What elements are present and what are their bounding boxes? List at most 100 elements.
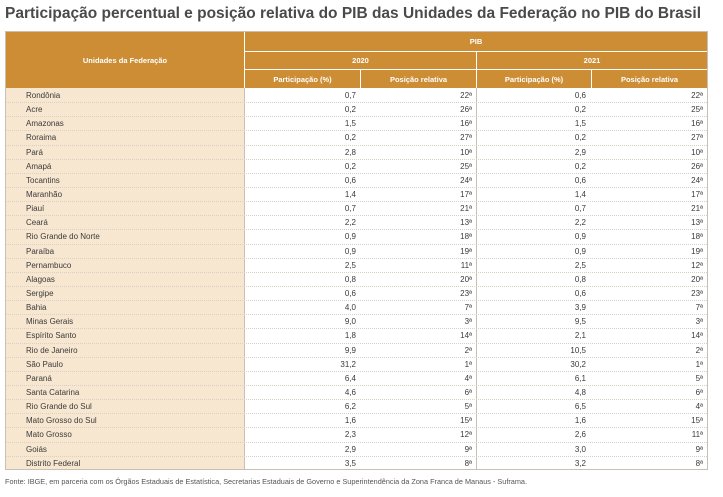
posicao-2021-cell: 3ª [695,317,703,327]
table-row: Piauí 0,7 21ª 0,7 21ª [6,202,707,217]
posicao-2021-cell: 4ª [695,402,703,412]
posicao-2020-cell: 1ª [464,359,472,369]
uf-cell: Rio Grande do Sul [26,402,92,412]
posicao-2021-cell: 12ª [691,260,703,270]
posicao-2020-cell: 5ª [464,402,472,412]
posicao-2021-cell: 24ª [691,175,703,185]
posicao-2020-cell: 4ª [464,373,472,383]
uf-cell: Rondônia [26,91,61,101]
participacao-2021-cell: 0,9 [574,232,586,242]
participacao-2021-cell: 0,2 [574,161,586,171]
participacao-2020-cell: 2,8 [344,147,356,157]
participacao-2021-cell: 1,5 [574,119,586,129]
participacao-2021-cell: 0,7 [574,204,586,214]
posicao-2021-cell: 11ª [691,430,703,440]
posicao-2020-cell: 3ª [464,317,472,327]
posicao-2020-cell: 14ª [460,331,472,341]
posicao-2020-cell: 6ª [464,388,472,398]
posicao-2020-cell: 19ª [460,246,472,256]
participacao-2021-cell: 30,2 [570,359,586,369]
posicao-2021-cell: 18ª [691,232,703,242]
participacao-2021-cell: 2,6 [574,430,586,440]
table-body: Rondônia 0,7 22ª 0,6 22ª Acre 0,2 26ª 0,2 25ª Amaz… [6,89,707,469]
posicao-2020-cell: 22ª [460,91,472,101]
table-row: Mato Grosso do Sul 1,6 15ª 1,6 15ª [6,414,707,429]
participacao-2021-cell: 4,8 [574,388,586,398]
table-row: Rio Grande do Norte 0,9 18ª 0,9 18ª [6,230,707,245]
posicao-2020-cell: 23ª [460,289,472,299]
participacao-2020-cell: 0,7 [344,91,356,101]
participacao-2020-cell: 9,0 [344,317,356,327]
table-row: Roraima 0,2 27ª 0,2 27ª [6,131,707,146]
posicao-2021-cell: 5ª [695,373,703,383]
participacao-2021-cell: 2,2 [574,218,586,228]
column-divider [244,88,245,469]
uf-cell: Ceará [26,218,48,228]
participacao-2020-cell: 2,9 [344,444,356,454]
participacao-2021-cell: 0,8 [574,274,586,284]
posicao-2020-cell: 21ª [460,204,472,214]
table-row: Pernambuco 2,5 11ª 2,5 12ª [6,259,707,273]
posicao-2020-cell: 10ª [460,147,472,157]
participacao-2021-cell: 0,2 [574,105,586,115]
uf-cell: Rio de Janeiro [26,345,78,355]
posicao-2021-cell: 1ª [695,359,703,369]
uf-cell: Minas Gerais [26,317,74,327]
table-row: Pará 2,8 10ª 2,9 10ª [6,146,707,160]
participacao-2020-cell: 6,4 [344,373,356,383]
posicao-2021-cell: 7ª [695,303,703,313]
participacao-2021-cell: 2,5 [574,260,586,270]
participacao-2020-cell: 0,8 [344,274,356,284]
participacao-2020-cell: 0,2 [344,161,356,171]
posicao-2021-cell: 25ª [691,105,703,115]
uf-cell: Mato Grosso do Sul [26,416,97,426]
uf-cell: Acre [26,105,43,115]
participacao-2021-cell: 9,5 [574,317,586,327]
posicao-2021-cell: 13ª [691,218,703,228]
posicao-2020-cell: 27ª [460,133,472,143]
posicao-2020-cell: 8ª [464,459,472,469]
uf-cell: São Paulo [26,359,63,369]
participacao-2020-cell: 0,9 [344,246,356,256]
participacao-2020-cell: 0,7 [344,204,356,214]
participacao-2020-cell: 0,2 [344,105,356,115]
posicao-2021-cell: 14ª [691,331,703,341]
posicao-2020-cell: 17ª [460,190,472,200]
participacao-2021-cell: 1,4 [574,190,586,200]
posicao-2020-cell: 11ª [460,260,472,270]
participacao-2020-cell: 2,2 [344,218,356,228]
uf-cell: Amapá [26,161,52,171]
posicao-2021-cell: 8ª [695,459,703,469]
participacao-2021-cell: 6,1 [574,373,586,383]
participacao-2020-cell: 0,2 [344,133,356,143]
uf-cell: Pará [26,147,43,157]
uf-cell: Alagoas [26,274,55,284]
posicao-2021-cell: 6ª [695,388,703,398]
participacao-2021-cell: 2,1 [574,331,586,341]
uf-cell: Rio Grande do Norte [26,232,100,242]
table-row: São Paulo 31,2 1ª 30,2 1ª [6,358,707,372]
participacao-2020-cell: 9,9 [344,345,356,355]
uf-cell: Maranhão [26,190,63,200]
posicao-2021-cell: 22ª [691,91,703,101]
table-row: Goiás 2,9 9ª 3,0 9ª [6,443,707,457]
participacao-2021-cell: 1,6 [574,416,586,426]
participacao-2020-cell: 31,2 [340,359,356,369]
participacao-2020-cell: 2,3 [344,430,356,440]
posicao-2021-cell: 9ª [695,444,703,454]
table-row: Alagoas 0,8 20ª 0,8 20ª [6,273,707,287]
posicao-2020-cell: 15ª [460,416,472,426]
table-row: Tocantins 0,6 24ª 0,6 24ª [6,174,707,188]
participacao-2021-cell: 3,9 [574,303,586,313]
uf-cell: Goiás [26,444,47,454]
uf-cell: Bahia [26,303,47,313]
uf-cell: Roraima [26,133,57,143]
participacao-2021-cell: 3,2 [574,459,586,469]
table-row: Rio de Janeiro 9,9 2ª 10,5 2ª [6,344,707,358]
table-row: Rondônia 0,7 22ª 0,6 22ª [6,89,707,104]
table-row: Bahia 4,0 7ª 3,9 7ª [6,301,707,316]
participacao-2021-cell: 10,5 [570,345,586,355]
participacao-2021-cell: 0,9 [574,246,586,256]
table-row: Sergipe 0,6 23ª 0,6 23ª [6,287,707,302]
posicao-2021-cell: 17ª [691,190,703,200]
